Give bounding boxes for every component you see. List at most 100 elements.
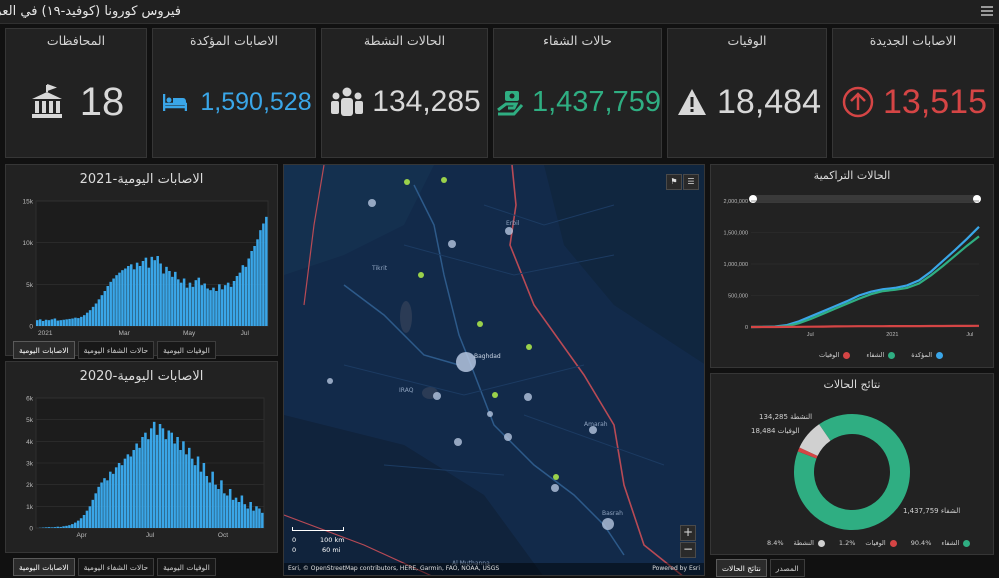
- bar: [238, 272, 242, 326]
- bar: [56, 526, 59, 528]
- bar: [162, 273, 165, 326]
- bar: [97, 299, 101, 326]
- tab-daily-cases[interactable]: الاصابات اليومية: [13, 558, 75, 576]
- donut-slice: [794, 414, 910, 530]
- bar: [256, 239, 259, 326]
- series-line: [750, 235, 980, 329]
- bar: [170, 432, 173, 528]
- bar: [255, 506, 258, 528]
- series-line: [751, 324, 980, 329]
- bar: [197, 277, 201, 326]
- menu-icon[interactable]: [981, 4, 993, 16]
- bar: [56, 320, 60, 326]
- bar: [237, 502, 241, 528]
- bar: [38, 319, 42, 326]
- donut-slice: [799, 424, 831, 457]
- zoom-in-button[interactable]: +: [680, 525, 696, 541]
- bar: [231, 499, 235, 528]
- bar: [36, 320, 39, 326]
- bar: [44, 319, 48, 326]
- tab-daily-cases[interactable]: الاصابات اليومية: [13, 341, 75, 359]
- app-header: فيروس كورونا (كوفيد-١٩) في العراق: [0, 0, 999, 24]
- bar: [176, 437, 179, 528]
- map-label-baghdad: Baghdad: [474, 353, 501, 360]
- bar: [135, 443, 138, 528]
- outcomes-panel: نتائج الحالات النشطة 134,285 الوفيات 18,…: [710, 373, 994, 555]
- indicator-value: 134,285: [372, 85, 481, 118]
- tab-daily-deaths[interactable]: الوفيات اليومية: [157, 341, 216, 359]
- x-tick-label: 2021: [886, 332, 898, 338]
- legend-pct: 90.4%: [910, 539, 932, 547]
- tab-outcomes[interactable]: نتائج الحالات: [716, 559, 767, 577]
- tab-daily-recovered[interactable]: حالات الشفاء اليومية: [77, 558, 155, 576]
- bar: [74, 317, 77, 326]
- x-tick-label: May: [183, 330, 196, 337]
- bar: [147, 267, 151, 326]
- indicator-title: الوفيات: [727, 33, 767, 48]
- bar: [118, 272, 121, 326]
- chart-title: الحالات التراكمية: [813, 169, 891, 182]
- y-tick-label: 1k: [26, 504, 34, 511]
- bar: [94, 493, 97, 528]
- bar: [200, 285, 203, 326]
- label-active: النشطة 134,285: [759, 413, 813, 421]
- tab-source[interactable]: المصدر: [769, 559, 805, 577]
- bar: [109, 281, 112, 326]
- bar: [214, 484, 217, 528]
- bar: [80, 316, 83, 326]
- people-icon: [328, 83, 366, 121]
- bar: [218, 284, 221, 326]
- bar: [232, 281, 236, 326]
- bar: [100, 482, 103, 528]
- indicator-value: 1,590,528: [200, 88, 312, 116]
- tab-daily-deaths[interactable]: الوفيات اليومية: [157, 558, 216, 576]
- layer-list-icon[interactable]: ☰: [683, 174, 699, 190]
- donut-slice: [797, 447, 818, 459]
- bar: [190, 458, 194, 528]
- x-tick-label: Oct: [218, 532, 228, 539]
- bar: [168, 271, 171, 326]
- map-label-tikrit: Tikrit: [372, 265, 388, 272]
- legend-label: الوفيات: [865, 539, 886, 547]
- bar: [53, 318, 57, 326]
- page-title: فيروس كورونا (كوفيد-١٩) في العراق: [0, 4, 181, 19]
- bar: [68, 525, 71, 528]
- bar: [106, 286, 110, 326]
- y-tick-label: 0: [29, 526, 33, 533]
- x-tick-label: Jul: [807, 332, 814, 338]
- zoom-out-button[interactable]: −: [680, 542, 696, 558]
- bar: [91, 306, 95, 326]
- bar: [114, 467, 118, 528]
- chart-title: الاصابات اليومية-2020: [79, 369, 204, 384]
- bar: [155, 434, 159, 528]
- y-tick-label: 2k: [26, 482, 34, 489]
- x-tick-label: Mar: [119, 330, 131, 337]
- bar: [188, 282, 192, 326]
- cumulative-legend: المؤكدة الشفاء الوفيات: [819, 351, 944, 359]
- scale-bar: [292, 527, 344, 531]
- bar: [62, 526, 65, 528]
- legend-deaths: الوفيات: [819, 351, 851, 359]
- label-deaths: الوفيات 18,484: [751, 427, 800, 435]
- bar: [258, 508, 261, 528]
- bar: [209, 290, 212, 326]
- legend-label: النشطة: [793, 539, 814, 547]
- bar: [179, 450, 182, 528]
- legend-confirmed: المؤكدة: [911, 351, 944, 359]
- legend-label: الشفاء: [866, 351, 885, 359]
- legend-label: الشفاء: [941, 539, 960, 547]
- indicator-recovered: حالات الشفاء 1,437,759: [493, 28, 662, 158]
- bar: [144, 432, 147, 528]
- indicator-title: الحالات النشطة: [363, 33, 446, 48]
- bar: [223, 493, 226, 528]
- bar: [150, 256, 154, 326]
- bookmark-icon[interactable]: ⚑: [666, 174, 682, 190]
- indicator-value: 18: [79, 80, 125, 124]
- tab-daily-recovered[interactable]: حالات الشفاء اليومية: [77, 341, 155, 359]
- map-canvas[interactable]: [284, 165, 705, 576]
- bar: [79, 518, 83, 528]
- bar: [76, 520, 80, 528]
- bar: [106, 480, 109, 528]
- bar: [53, 527, 57, 528]
- map-view[interactable]: Tikrit Baghdad IRAQ Al Muthanna Basrah A…: [283, 164, 705, 576]
